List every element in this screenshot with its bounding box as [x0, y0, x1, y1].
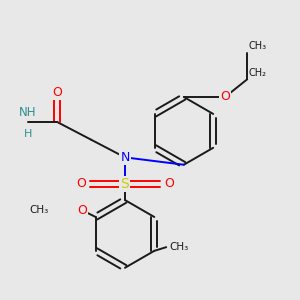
- Text: O: O: [77, 204, 87, 217]
- Text: CH₃: CH₃: [249, 41, 267, 51]
- Text: CH₂: CH₂: [249, 68, 267, 78]
- Text: H: H: [24, 128, 32, 139]
- Text: O: O: [76, 177, 86, 190]
- Text: CH₃: CH₃: [29, 206, 48, 215]
- Text: S: S: [121, 177, 129, 191]
- Text: CH₃: CH₃: [169, 242, 188, 252]
- Text: N: N: [120, 151, 130, 164]
- Text: NH: NH: [19, 106, 37, 119]
- Text: O: O: [220, 91, 230, 103]
- Text: O: O: [52, 86, 62, 99]
- Text: O: O: [164, 177, 174, 190]
